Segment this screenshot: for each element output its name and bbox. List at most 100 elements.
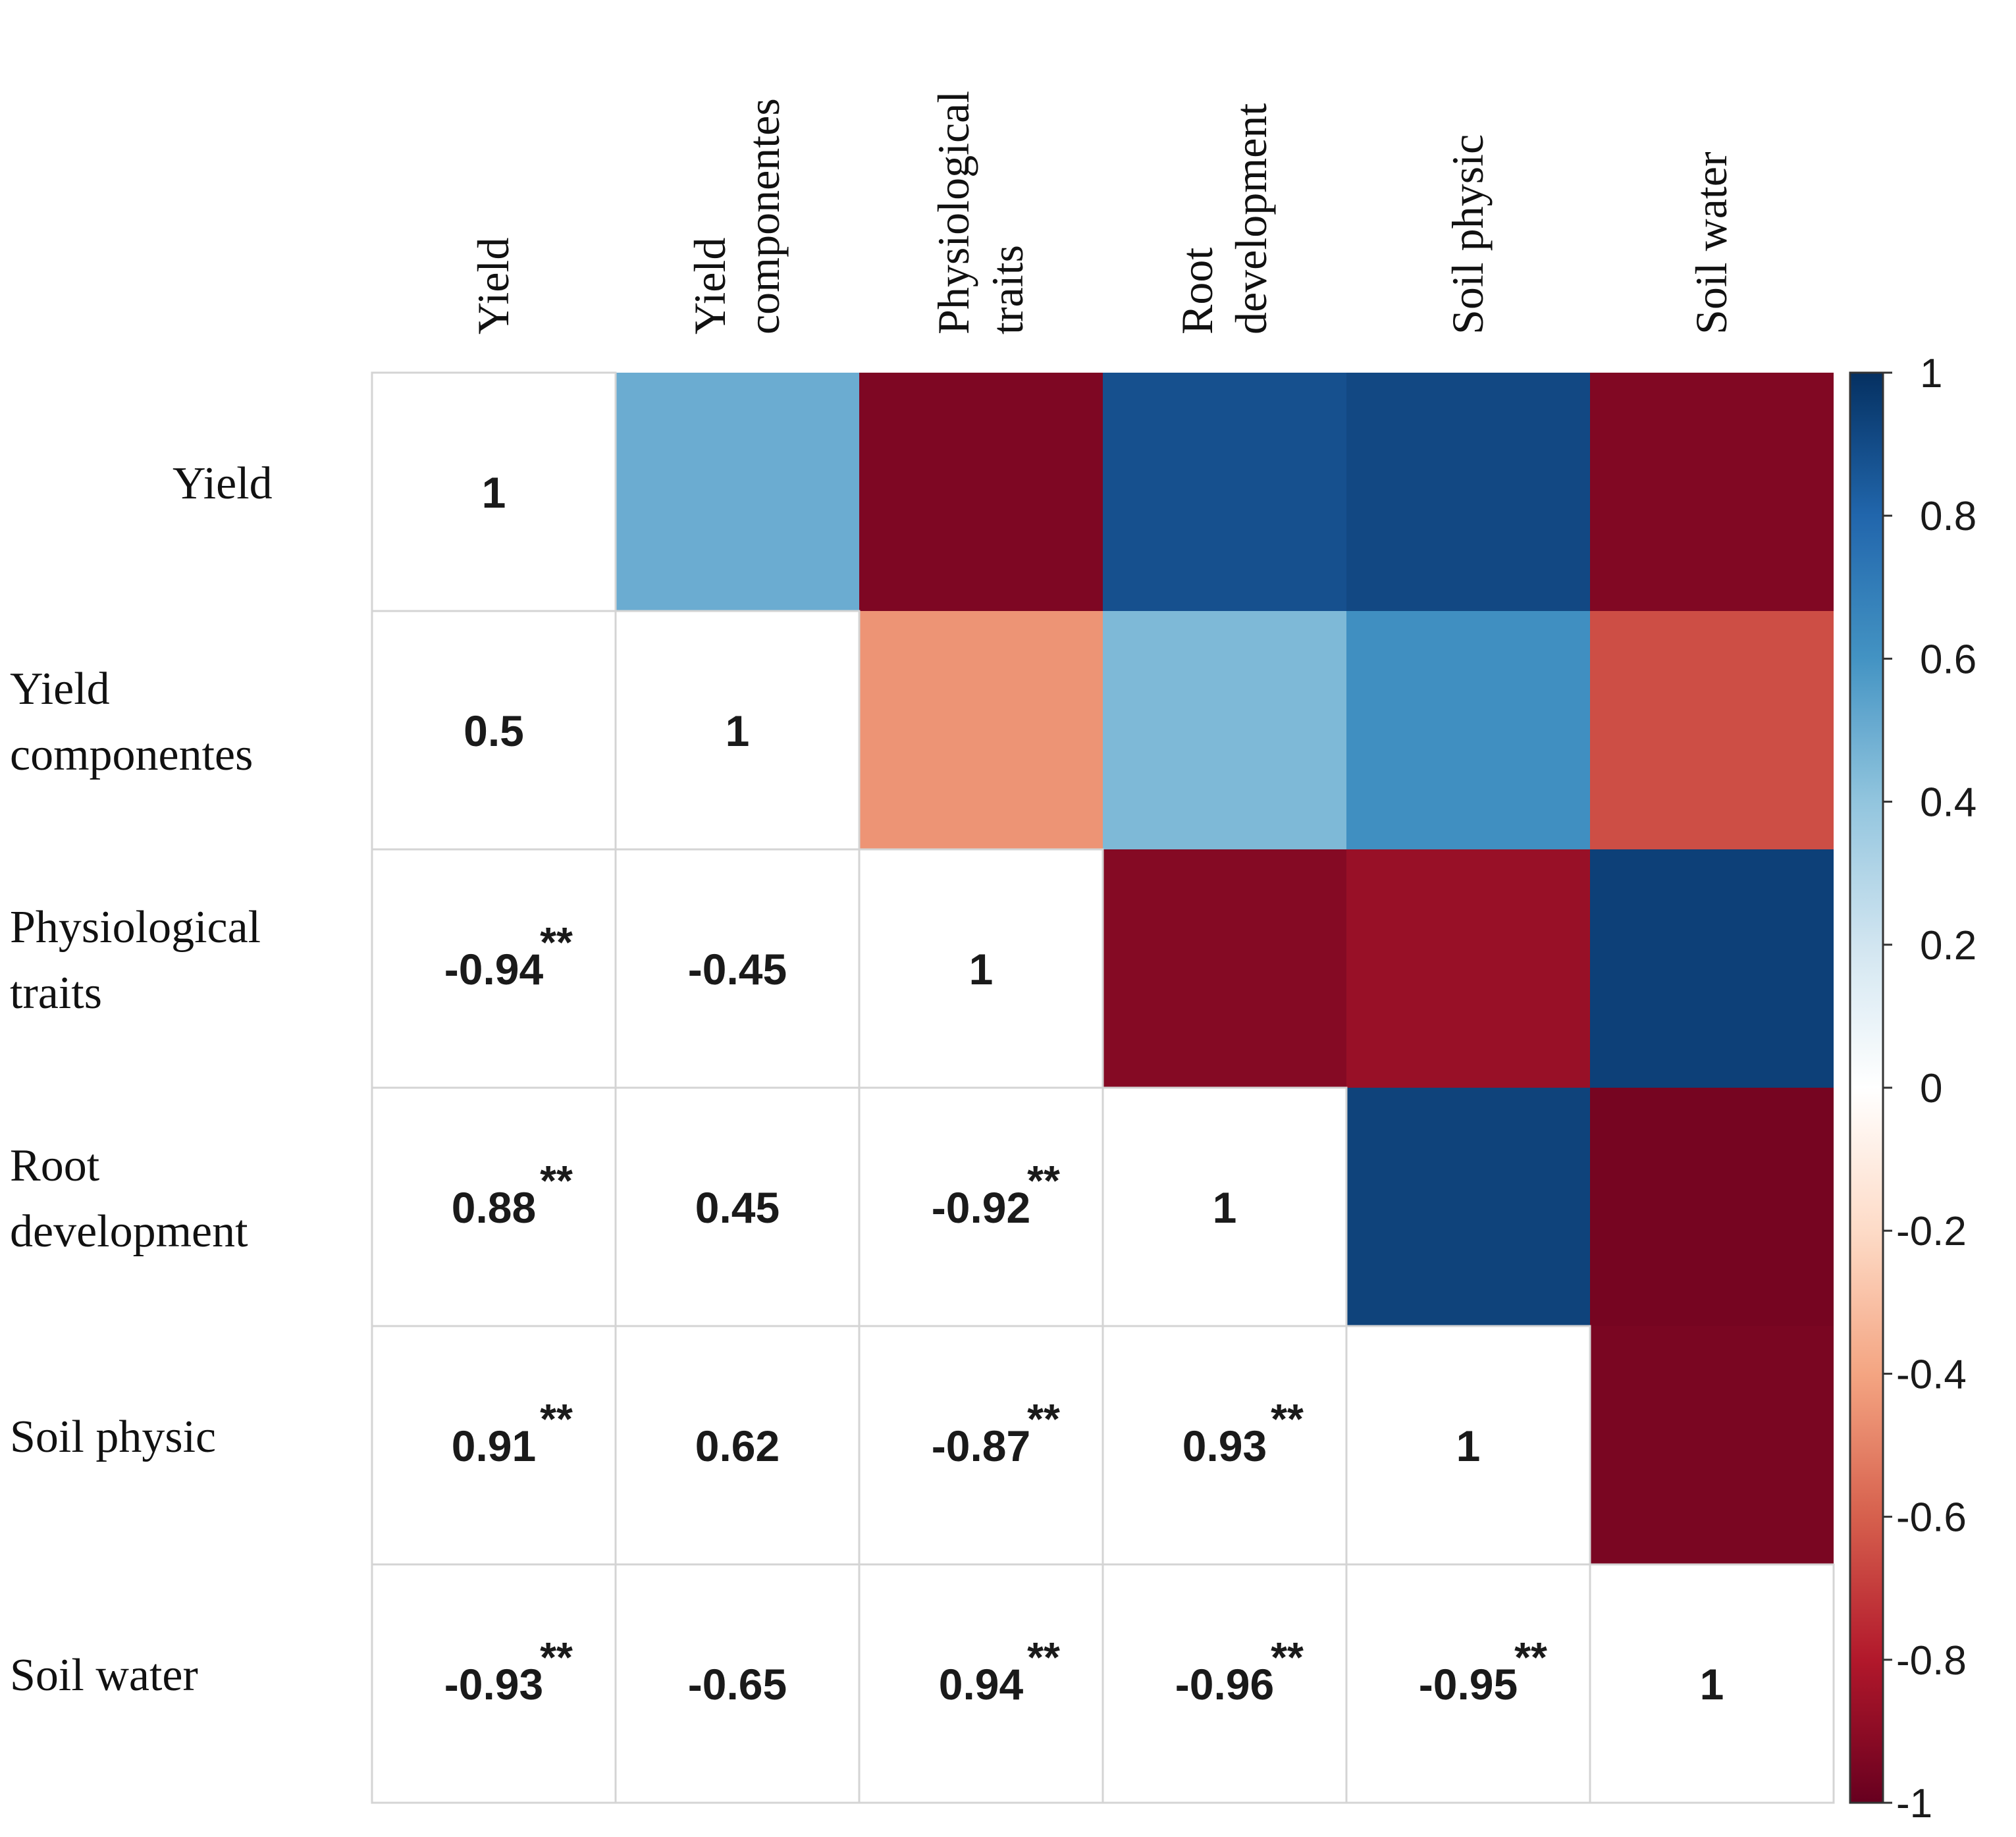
row-label-text: componentes <box>10 730 253 780</box>
column-label: Yield <box>468 238 518 334</box>
cell-value-label: 1 <box>482 468 506 517</box>
colorbar-tick-label: -1 <box>1896 1781 1932 1826</box>
heatmap-color-cell <box>1590 373 1834 611</box>
column-label-text: Yield <box>685 238 735 334</box>
cell-value-label: -0.87 <box>932 1422 1030 1470</box>
significance-mark: ** <box>1271 1395 1304 1443</box>
cell-value-label: -0.96 <box>1175 1660 1274 1709</box>
significance-mark: ** <box>540 1157 573 1204</box>
cell-value-label: 0.88 <box>452 1183 536 1232</box>
row-label-text: Yield <box>10 664 110 714</box>
row-label-text: development <box>10 1206 248 1257</box>
row-labels: Yield Yield componentes Physiological traits… <box>10 458 273 1701</box>
cell-value-label: -0.94 <box>444 945 544 994</box>
cell-value-label: 0.45 <box>695 1183 780 1232</box>
colorbar-gradient <box>1849 371 1884 1804</box>
column-label-text: Physiological <box>928 91 978 334</box>
heatmap-value-cell <box>858 848 1104 1089</box>
cell-value-label: -0.95 <box>1419 1660 1518 1709</box>
significance-mark: ** <box>540 1634 573 1681</box>
significance-mark: ** <box>540 918 573 966</box>
heatmap-value-cell <box>614 1325 861 1566</box>
column-label: Soil water <box>1686 151 1736 334</box>
heatmap-cells: 10.5 1-0.94**-0.45 10.88**0.45 -0.92**10.91… <box>371 371 1835 1804</box>
heatmap-color-cell <box>1346 1088 1590 1326</box>
cell-value-label: 1 <box>726 706 750 755</box>
heatmap-color-cell <box>1346 611 1590 849</box>
column-label-text: Yield <box>468 238 518 334</box>
heatmap-color-cell <box>1103 373 1346 611</box>
heatmap-value-cell <box>1345 1563 1591 1804</box>
colorbar-legend: 1 0.8 0.6 0.4 0.2 0 -0.2 -0.4 -0.6 -0.8 -1 <box>1849 351 1976 1826</box>
cell-value-label: -0.92 <box>932 1183 1030 1232</box>
row-label: Yield <box>172 458 273 509</box>
heatmap-color-cell <box>859 373 1103 611</box>
heatmap-color-cell <box>1103 849 1346 1088</box>
row-label: Soil physic <box>10 1412 216 1462</box>
heatmap-color-cell <box>1590 1326 1834 1564</box>
colorbar-tick-label: 0 <box>1920 1066 1942 1111</box>
significance-mark: ** <box>1271 1634 1304 1681</box>
row-label: Root development <box>10 1140 248 1257</box>
heatmap-color-cell <box>1346 849 1590 1088</box>
heatmap-color-cell <box>859 611 1103 849</box>
heatmap-value-cell <box>858 1325 1104 1566</box>
row-label-text: traits <box>10 968 102 1019</box>
cell-value-label: 0.5 <box>464 706 524 755</box>
column-label: Root development <box>1172 103 1276 334</box>
heatmap-color-cell <box>1590 849 1834 1088</box>
significance-mark: ** <box>1027 1634 1060 1681</box>
colorbar-tick-label: -0.2 <box>1896 1209 1967 1254</box>
heatmap-color-cell <box>1103 611 1346 849</box>
column-label-text: traits <box>982 245 1032 334</box>
column-label-text: Root <box>1172 248 1222 334</box>
significance-mark: ** <box>1514 1634 1547 1681</box>
column-label-text: Soil water <box>1686 151 1736 334</box>
heatmap-value-cell <box>614 848 861 1089</box>
cell-value-label: 1 <box>1456 1422 1481 1470</box>
column-label-text: componentes <box>739 98 789 334</box>
column-label: Physiological traits <box>928 91 1032 334</box>
heatmap-value-cell <box>1345 1325 1591 1566</box>
colorbar-tick-label: 0.4 <box>1920 780 1976 826</box>
column-label-text: development <box>1226 103 1276 334</box>
heatmap-color-cell <box>1346 373 1590 611</box>
row-label: Physiological traits <box>10 902 261 1019</box>
row-label-text: Soil physic <box>10 1412 216 1462</box>
cell-value-label: -0.93 <box>444 1660 543 1709</box>
heatmap-value-cell <box>1101 1086 1348 1327</box>
cell-value-label: 1 <box>969 945 994 994</box>
colorbar-tick-label: -0.6 <box>1896 1495 1967 1541</box>
row-label-text: Yield <box>172 458 273 509</box>
cell-value-label: 0.62 <box>695 1422 780 1470</box>
heatmap-value-cell <box>371 610 617 851</box>
row-label: Soil water <box>10 1650 198 1701</box>
heatmap-value-cell <box>614 1086 861 1327</box>
heatmap-value-cell <box>614 1563 861 1804</box>
grid-cell-border <box>1589 1563 1835 1804</box>
cell-value-label: 0.93 <box>1182 1422 1267 1470</box>
row-label: Yield componentes <box>10 664 253 780</box>
colorbar-tick-label: 0.8 <box>1920 494 1976 539</box>
cell-value-label: 0.91 <box>452 1422 536 1470</box>
column-label-text: Soil physic <box>1443 134 1493 334</box>
cell-value-label: -0.65 <box>688 1660 787 1709</box>
row-label-text: Soil water <box>10 1650 198 1701</box>
colorbar-tick-label: 0.6 <box>1920 637 1976 682</box>
cell-value-label: 1 <box>1213 1183 1237 1232</box>
colorbar-tick-label: 1 <box>1920 351 1942 396</box>
column-label: Yield componentes <box>685 98 789 334</box>
column-label: Soil physic <box>1443 134 1493 334</box>
heatmap-value-cell <box>371 848 617 1089</box>
heatmap-value-cell <box>1589 1563 1835 1804</box>
colorbar-tick-label: -0.8 <box>1896 1638 1967 1684</box>
significance-mark: ** <box>1027 1157 1060 1204</box>
cell-value-label: -0.45 <box>688 945 787 994</box>
heatmap-value-cell <box>371 371 617 612</box>
significance-mark: ** <box>1027 1395 1060 1443</box>
row-label-text: Root <box>10 1140 100 1191</box>
cell-value-label: 0.94 <box>939 1660 1024 1709</box>
heatmap-color-cell <box>1590 611 1834 849</box>
colorbar-tick-label: -0.4 <box>1896 1352 1967 1397</box>
